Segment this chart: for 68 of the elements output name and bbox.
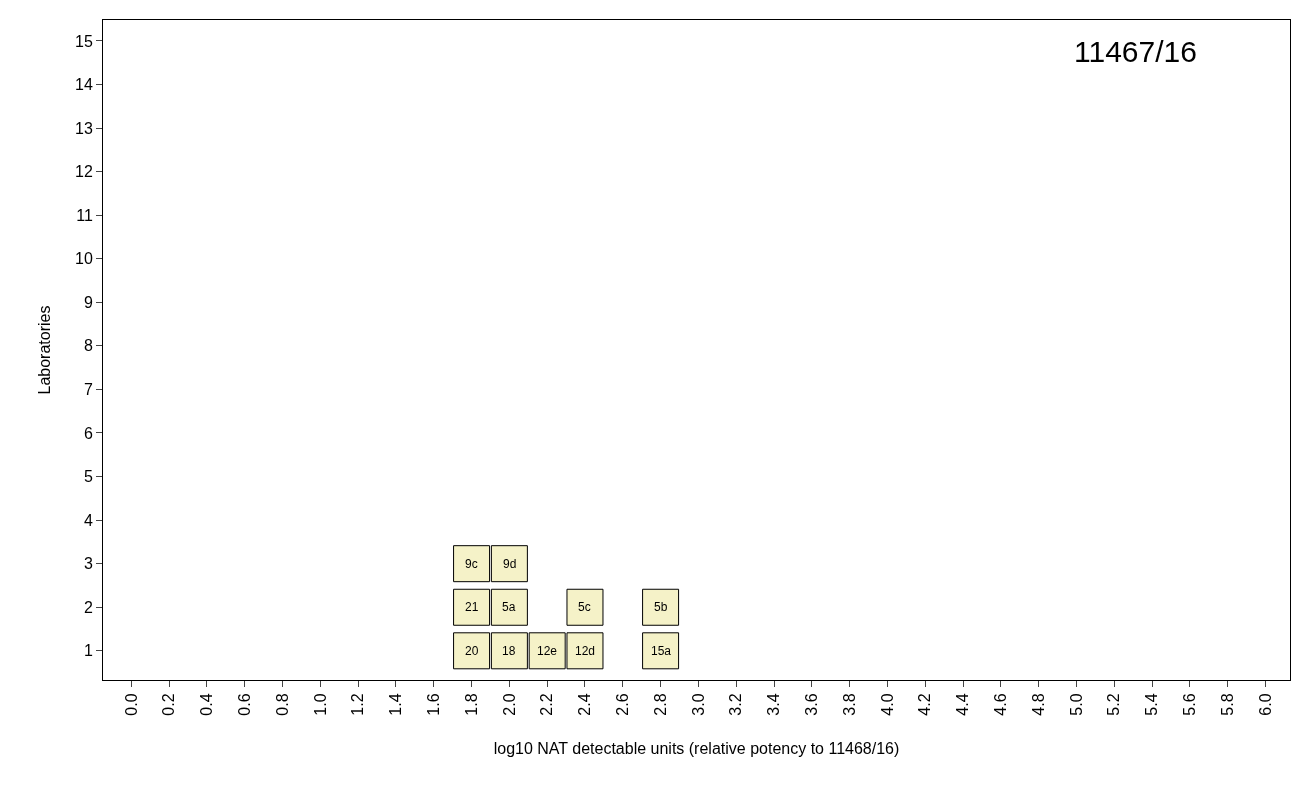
y-tick-label: 2 bbox=[83, 598, 93, 616]
y-axis-title: Laboratories bbox=[35, 305, 53, 395]
y-tick-label: 14 bbox=[75, 76, 93, 94]
x-tick-label: 0.8 bbox=[273, 693, 291, 716]
x-tick-label: 3.6 bbox=[803, 693, 820, 716]
annotation: 21 bbox=[465, 600, 479, 614]
x-tick-label: 3.0 bbox=[689, 693, 707, 716]
x-tick-label: 3.4 bbox=[765, 693, 783, 716]
x-tick-label: 1.8 bbox=[462, 693, 480, 716]
x-tick-label: 1.4 bbox=[387, 693, 405, 716]
x-tick-label: 5.8 bbox=[1218, 693, 1236, 716]
annotation: 12e bbox=[537, 644, 558, 658]
y-tick-label: 4 bbox=[83, 511, 93, 529]
x-tick-label: 1.0 bbox=[311, 693, 329, 716]
x-tick-label: 0.2 bbox=[160, 693, 178, 716]
annotation: 5c bbox=[578, 600, 591, 614]
x-tick-label: 0.0 bbox=[122, 693, 140, 716]
x-tick-label: 4.2 bbox=[916, 693, 934, 716]
x-tick-label: 5.4 bbox=[1143, 693, 1161, 716]
annotation: 5a bbox=[502, 600, 516, 614]
x-tick-label: 4.4 bbox=[954, 693, 972, 716]
y-tick-label: 7 bbox=[83, 381, 93, 399]
y-tick-label: 5 bbox=[83, 468, 93, 486]
x-tick-label: 5.6 bbox=[1181, 693, 1199, 716]
y-tick-label: 11 bbox=[76, 206, 93, 224]
y-tick-label: 10 bbox=[75, 250, 93, 268]
x-tick-label: 0.6 bbox=[235, 693, 253, 716]
annotation: 9d bbox=[503, 557, 517, 571]
point bbox=[453, 545, 491, 583]
x-tick-label: 2.4 bbox=[576, 693, 594, 716]
annotation: 11467/16 bbox=[1074, 35, 1197, 68]
point bbox=[490, 545, 528, 583]
y-tick-label: 12 bbox=[75, 163, 93, 181]
annotation: 12d bbox=[575, 644, 596, 658]
x-tick-label: 2.0 bbox=[500, 693, 518, 716]
x-tick-label: 2.2 bbox=[538, 693, 556, 716]
y-tick-label: 1 bbox=[83, 642, 93, 660]
annotation: 20 bbox=[465, 644, 479, 658]
x-tick-label: 3.2 bbox=[727, 693, 745, 716]
x-tick-label: 1.6 bbox=[424, 693, 442, 716]
point bbox=[490, 632, 528, 670]
y-tick-label: 8 bbox=[83, 337, 93, 355]
x-tick-label: 3.8 bbox=[840, 693, 858, 716]
annotation: 18 bbox=[502, 644, 516, 658]
x-tick-label: 5.0 bbox=[1067, 693, 1085, 716]
point bbox=[642, 588, 680, 626]
annotation: 15a bbox=[651, 644, 672, 658]
x-tick-label: 2.8 bbox=[651, 693, 669, 716]
point bbox=[453, 588, 491, 626]
x-tick-label: 0.4 bbox=[198, 693, 216, 716]
x-tick-label: 4.6 bbox=[992, 693, 1010, 716]
x-tick-label: 5.2 bbox=[1105, 693, 1123, 716]
annotation: 9c bbox=[465, 557, 478, 571]
annotation: 5b bbox=[654, 600, 668, 614]
y-tick-label: 13 bbox=[75, 119, 93, 137]
y-tick-label: 9 bbox=[83, 293, 93, 311]
x-tick-label: 4.0 bbox=[878, 693, 896, 716]
x-axis-title: log10 NAT detectable units (relative potency to 11468/16) bbox=[493, 740, 900, 758]
x-tick-label: 2.6 bbox=[613, 693, 631, 716]
point bbox=[566, 588, 604, 626]
y-tick-label: 6 bbox=[83, 424, 93, 442]
x-tick-label: 4.8 bbox=[1029, 693, 1047, 716]
y-tick-label: 15 bbox=[75, 32, 93, 50]
point bbox=[490, 588, 528, 626]
x-tick-label: 6.0 bbox=[1256, 693, 1274, 716]
point bbox=[453, 632, 491, 670]
x-tick-label: 1.2 bbox=[349, 693, 367, 716]
y-tick-label: 3 bbox=[83, 555, 93, 573]
